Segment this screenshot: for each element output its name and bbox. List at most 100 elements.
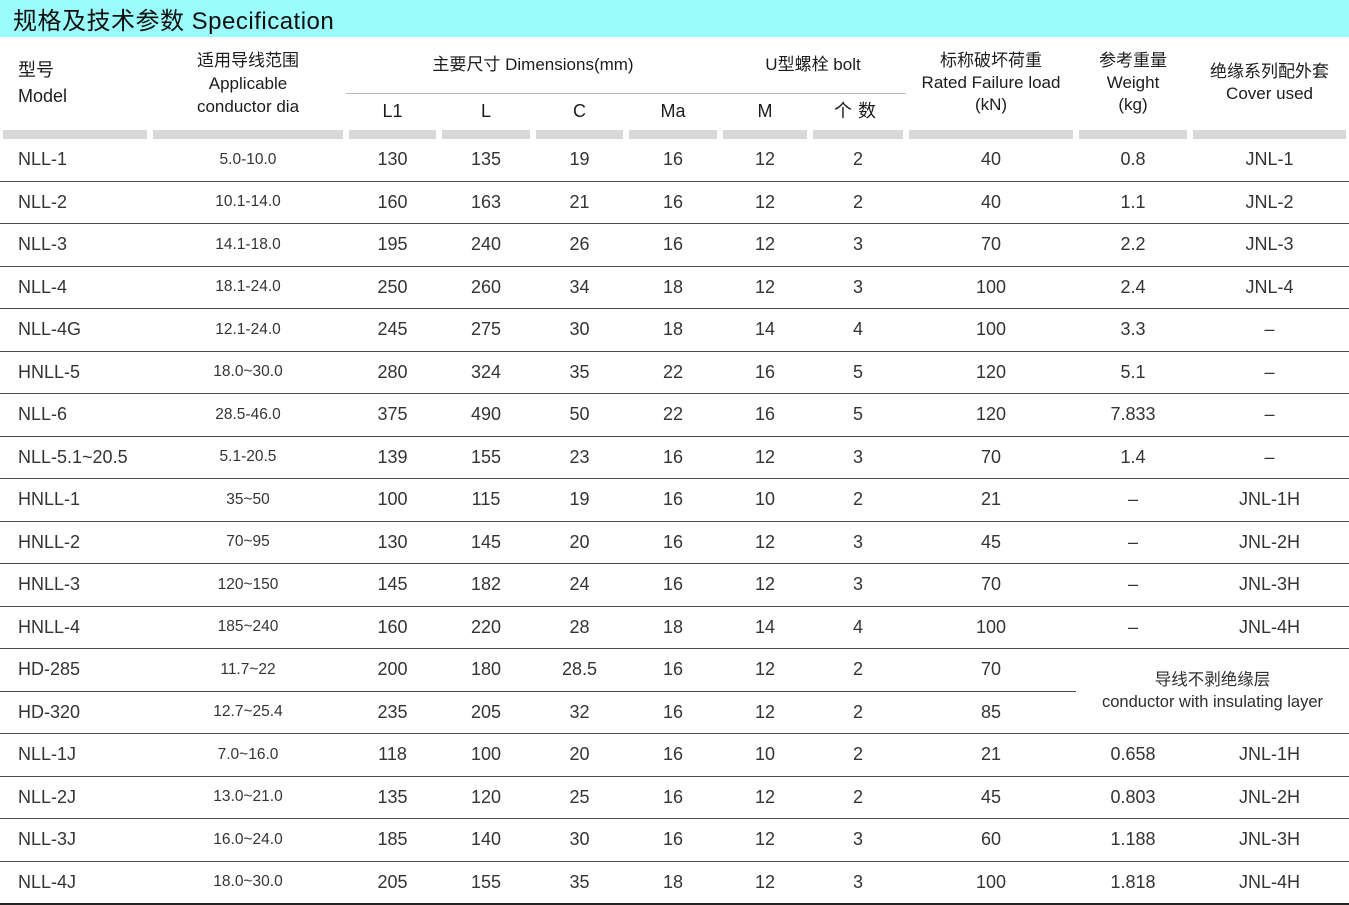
col-header-Ma: Ma [660, 101, 686, 122]
cell-Ma: 22 [626, 350, 720, 394]
cell-model: HD-320 [0, 690, 150, 734]
cell-model: NLL-2 [0, 180, 150, 224]
cell-C: 28 [533, 605, 626, 649]
col-header-M: M [757, 101, 773, 122]
col-header-C: C [573, 101, 586, 122]
col-header-rated-load: 标称破坏荷重 Rated Failure load (kN) [906, 37, 1076, 129]
cell-model: NLL-1J [0, 733, 150, 776]
header-underline-band [1076, 129, 1190, 139]
col-header-load-en: Rated Failure load [921, 73, 1061, 92]
col-header-weight-unit: (kg) [1118, 95, 1148, 114]
cell-model: HNLL-5 [0, 350, 150, 394]
cell-model: NLL-3 [0, 223, 150, 266]
cell-L: 220 [439, 605, 533, 649]
cell-weight: 7.833 [1076, 393, 1191, 436]
cell-C: 30 [533, 818, 626, 861]
cell-L1: 195 [346, 223, 439, 266]
cell-bolt_qty: 2 [810, 733, 907, 776]
cell-cover: – [1190, 435, 1349, 479]
cell-bolt_qty: 3 [810, 520, 907, 564]
col-group-bolt: U型螺栓 bolt [720, 37, 907, 94]
cell-L1: 160 [346, 605, 439, 649]
cell-rated_load: 21 [906, 733, 1077, 776]
cell-rated_load: 40 [906, 180, 1077, 224]
col-header-conductor-zh: 适用导线范围 [197, 50, 299, 70]
cell-L: 240 [439, 223, 533, 266]
cell-Ma: 16 [626, 478, 720, 521]
cell-Ma: 16 [626, 648, 720, 691]
table-row: NLL-3 14.1-18.0 195 240 26 16 12 3 70 2.2 JNL-3 [0, 223, 1349, 266]
cell-weight: – [1076, 520, 1191, 564]
cell-weight: 0.803 [1076, 775, 1191, 819]
cell-C: 25 [533, 775, 626, 819]
cell-C: 35 [533, 860, 626, 905]
col-header-conductor: 适用导线范围 Applicable conductor dia [150, 37, 346, 129]
cell-C: 19 [569, 149, 590, 170]
cell-rated_load: 85 [906, 690, 1077, 734]
cell-L: 155 [439, 860, 533, 905]
cell-M: 16 [720, 393, 810, 436]
cell-L: 115 [439, 478, 533, 521]
cell-bolt_qty: 2 [810, 775, 907, 819]
cell-cover: JNL-1 [1245, 149, 1294, 170]
cell-weight: 1.4 [1076, 435, 1191, 479]
cell-weight: 1.188 [1076, 818, 1191, 861]
cell-M: 12 [720, 520, 810, 564]
cell-Ma: 16 [626, 435, 720, 479]
header-underline-band-row [0, 129, 1349, 139]
cell-cover: JNL-2H [1190, 775, 1349, 819]
cell-C: 21 [533, 180, 626, 224]
cell-cover: JNL-4H [1190, 605, 1349, 649]
cell-conductor_dia: 10.1-14.0 [150, 180, 346, 224]
cell-conductor_dia: 35~50 [150, 478, 346, 521]
cell-weight: 1.1 [1076, 180, 1191, 224]
cell-conductor_dia: 120~150 [150, 563, 346, 606]
cell-conductor_dia: 70~95 [150, 520, 346, 564]
cell-model: NLL-3J [0, 818, 150, 861]
cell-L: 145 [439, 520, 533, 564]
cell-model: HNLL-4 [0, 605, 150, 649]
cell-M: 16 [720, 350, 810, 394]
table-row: NLL-1J 7.0~16.0 118 100 20 16 10 2 21 0.658 JNL-1H [0, 733, 1349, 776]
col-header-load-zh: 标称破坏荷重 [940, 51, 1043, 70]
cell-Ma: 16 [626, 775, 720, 819]
cell-rated_load: 45 [906, 775, 1077, 819]
cell-model: NLL-4G [0, 308, 150, 351]
cell-bolt_qty: 3 [810, 265, 907, 309]
cell-Ma: 16 [626, 563, 720, 606]
specification-table: 型号 Model 适用导线范围 Applicable conductor dia… [0, 37, 1349, 905]
table-row: NLL-4 18.1-24.0 250 260 34 18 12 3 100 2.4 JNL-4 [0, 265, 1349, 309]
cell-rated_load: 21 [906, 478, 1077, 521]
cell-rated_load: 70 [906, 223, 1077, 266]
table-row: NLL-4J 18.0~30.0 205 155 35 18 12 3 100 1.818 JNL-… [0, 860, 1349, 905]
col-header-L: L [480, 101, 491, 122]
col-header-load-unit: (kN) [974, 95, 1008, 114]
header-underline-band [150, 129, 346, 139]
cell-Ma: 16 [626, 520, 720, 564]
col-header-weight-zh: 参考重量 [1099, 51, 1168, 70]
cell-L1: 185 [346, 818, 439, 861]
cell-M: 12 [754, 149, 776, 170]
cell-cover: JNL-3 [1190, 223, 1349, 266]
col-group-dimensions: 主要尺寸 Dimensions(mm) [346, 37, 720, 94]
cell-rated_load: 120 [906, 350, 1077, 394]
table-row: NLL-5.1~20.5 5.1-20.5 139 155 23 16 12 3 70 1.4– [0, 435, 1349, 479]
col-header-cover-zh: 绝缘系列配外套 [1210, 62, 1330, 81]
cell-L: 135 [470, 149, 502, 170]
cell-M: 14 [720, 605, 810, 649]
col-header-model-en: Model [18, 86, 68, 106]
header-underline-band [439, 129, 533, 139]
table-row: NLL-2 10.1-14.0 160 163 21 16 12 2 40 1.1 JNL-2 [0, 180, 1349, 224]
cell-Ma: 16 [662, 149, 684, 170]
cell-cover: – [1190, 393, 1349, 436]
cell-C: 32 [533, 690, 626, 734]
spec-table-body: NLL-1 5.0-10.0 130 135 19 16 12 2 40 0.8 JNL-1 NLL-… [0, 139, 1349, 905]
cell-L1: 145 [346, 563, 439, 606]
merged-note-zh: 导线不剥绝缘层 [1154, 671, 1271, 689]
header-row-sub: L1 L C Ma M 个数 [0, 93, 1349, 129]
table-row: NLL-6 28.5-46.0 375 490 50 22 16 5 120 7.833– [0, 393, 1349, 436]
cell-model: NLL-4J [0, 860, 150, 905]
cell-M: 12 [720, 435, 810, 479]
cell-weight: 3.3 [1076, 308, 1191, 351]
cell-weight: – [1076, 478, 1191, 521]
